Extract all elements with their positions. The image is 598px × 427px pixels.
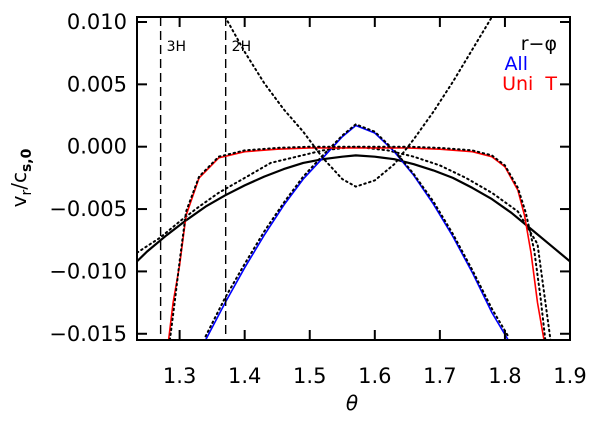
- y-axis-label-main: v: [7, 195, 31, 207]
- y-tick-label-4: −0.010: [49, 259, 127, 283]
- legend-entry-r-phi: r−φ: [521, 33, 557, 55]
- series-line-2: [204, 124, 509, 340]
- x-axis-label: θ: [346, 391, 358, 415]
- x-tick-label-2: 1.5: [293, 364, 326, 388]
- series-line-0: [137, 154, 570, 263]
- plot-frame: [136, 16, 571, 341]
- x-tick-label-1: 1.4: [228, 364, 261, 388]
- y-axis-label-sub1: r: [19, 190, 35, 196]
- x-tick-label-4: 1.7: [423, 364, 456, 388]
- y-tick-label-0: 0.010: [67, 10, 127, 34]
- vline-label-0: 3H: [167, 39, 186, 55]
- y-axis-label-slash: /c: [7, 172, 31, 190]
- series-line-5: [168, 145, 547, 340]
- vline-label-1: 2H: [232, 39, 251, 55]
- y-axis-label: vr/cs,0: [7, 148, 35, 207]
- x-tick-label-3: 1.6: [358, 364, 391, 388]
- y-tick-label-5: −0.015: [49, 322, 127, 346]
- y-tick-label-1: 0.005: [67, 72, 127, 96]
- tick-layer: 1.3 1.4 1.5 1.6 1.7 1.8 1.9 0.010 0.005 0.000 −0.0…: [49, 10, 586, 388]
- y-tick-label-3: −0.005: [49, 197, 127, 221]
- vline-layer: 3H 2H: [159, 17, 251, 340]
- series-line-6: [224, 17, 570, 188]
- series-line-1: [137, 145, 552, 340]
- y-tick-label-2: 0.000: [67, 135, 127, 159]
- legend: r−φ All Uni T: [502, 33, 557, 95]
- series-line-3: [204, 123, 510, 338]
- y-axis-label-sub2: s,0: [19, 148, 35, 172]
- series-line-4: [167, 147, 545, 340]
- svg-text:vr/cs,0: vr/cs,0: [7, 148, 35, 207]
- x-tick-label-0: 1.3: [163, 364, 196, 388]
- x-tick-label-6: 1.9: [553, 364, 586, 388]
- x-tick-label-5: 1.8: [488, 364, 521, 388]
- series-layer: [137, 17, 570, 340]
- legend-entry-uni-t: Uni T: [502, 73, 557, 95]
- legend-entry-all: All: [504, 53, 528, 75]
